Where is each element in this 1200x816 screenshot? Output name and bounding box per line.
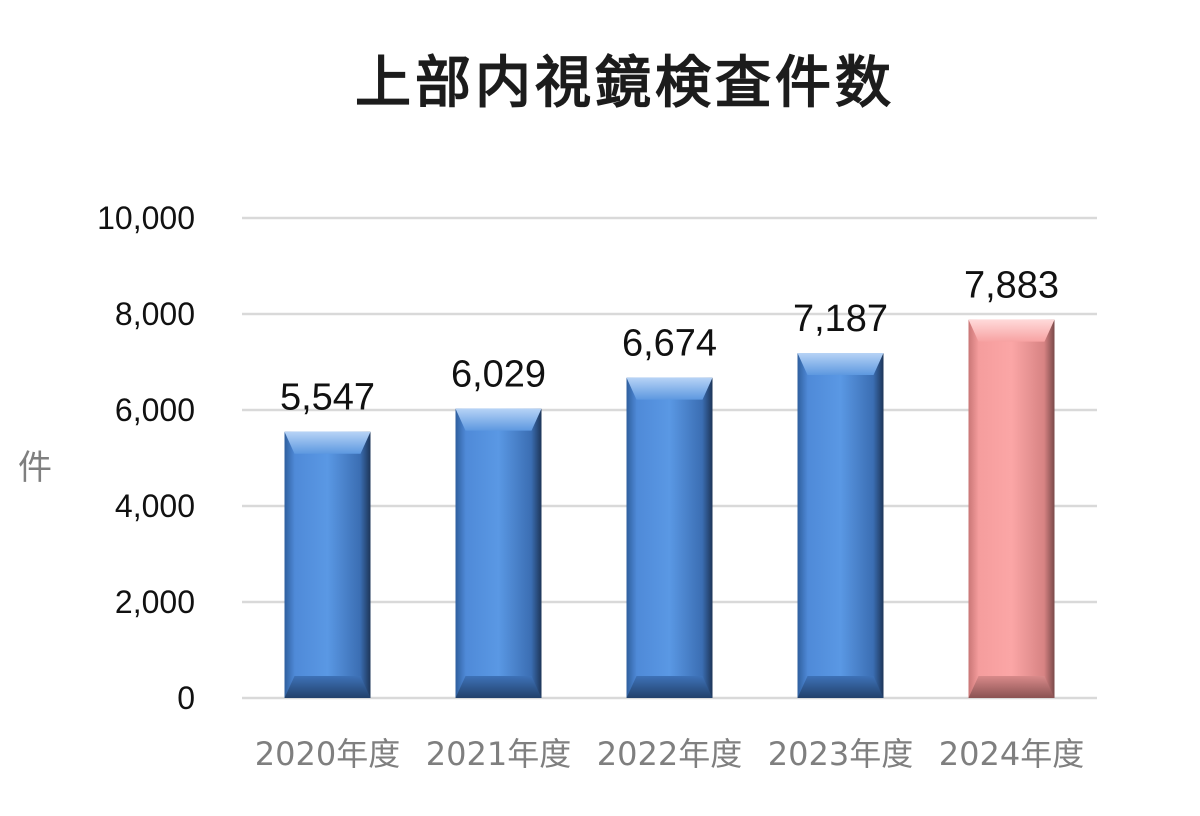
chart-title: 上部内視鏡検査件数 xyxy=(355,51,895,116)
data-label: 6,029 xyxy=(451,354,546,396)
bar xyxy=(455,408,542,698)
x-tick-labels: 2020年度 2021年度 2022年度 2023年度 2024年度 xyxy=(255,735,1084,773)
data-label: 5,547 xyxy=(280,377,375,419)
x-tick-label: 2021年度 xyxy=(426,735,571,773)
data-label: 7,883 xyxy=(964,265,1059,307)
x-tick-label: 2024年度 xyxy=(939,735,1084,773)
data-label: 6,674 xyxy=(622,323,717,365)
y-tick-label: 4,000 xyxy=(115,488,195,524)
y-tick-label: 0 xyxy=(177,680,195,716)
x-tick-label: 2020年度 xyxy=(255,735,400,773)
data-labels: 5,547 6,029 6,674 7,187 7,883 xyxy=(280,265,1059,419)
y-tick-label: 6,000 xyxy=(115,392,195,428)
x-tick-label: 2022年度 xyxy=(597,735,742,773)
y-tick-labels: 0 2,000 4,000 6,000 8,000 10,000 xyxy=(97,200,195,716)
data-label: 7,187 xyxy=(793,298,888,340)
y-tick-label: 8,000 xyxy=(115,296,195,332)
bar xyxy=(284,431,371,698)
y-tick-label: 10,000 xyxy=(97,200,195,236)
bars xyxy=(284,319,1055,698)
bar xyxy=(968,319,1055,698)
bar xyxy=(797,353,884,698)
x-tick-label: 2023年度 xyxy=(768,735,913,773)
y-tick-label: 2,000 xyxy=(115,584,195,620)
bar xyxy=(626,377,713,698)
y-axis-label: 件 xyxy=(18,448,52,488)
